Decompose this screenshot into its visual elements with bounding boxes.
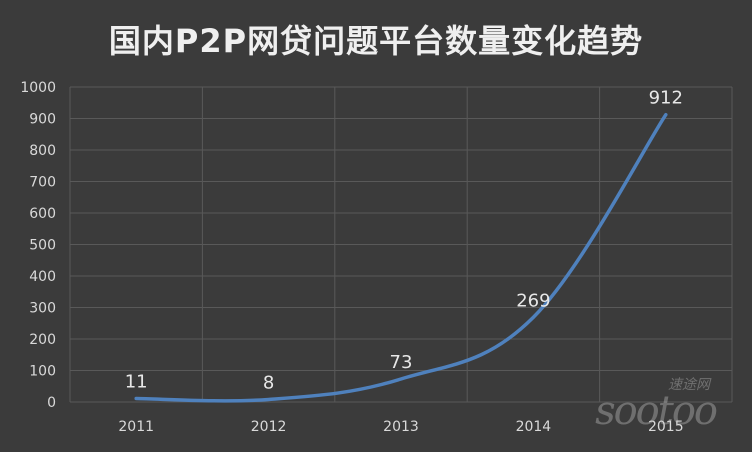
x-tick-label: 2015: [648, 419, 684, 435]
data-point: [267, 397, 271, 401]
label-layer: 11 8 73 269 912: [125, 88, 683, 394]
data-point: [134, 397, 138, 401]
y-tick-label: 1000: [20, 80, 56, 96]
y-tick-label: 0: [47, 395, 56, 411]
y-tick-label: 400: [29, 269, 56, 285]
data-label: 269: [516, 290, 550, 311]
y-tick-label: 600: [29, 206, 56, 222]
y-tick-label: 900: [29, 112, 56, 128]
series-line: [134, 112, 668, 403]
y-tick-label: 300: [29, 301, 56, 317]
data-label: 11: [125, 372, 148, 393]
x-tick-label: 2012: [251, 419, 287, 435]
data-point: [531, 315, 535, 319]
x-tick-label: 2013: [383, 419, 419, 435]
y-tick-label: 100: [29, 364, 56, 380]
series-layer: [134, 112, 668, 403]
y-tick-label: 700: [29, 175, 56, 191]
x-tick-label: 2014: [516, 419, 552, 435]
x-tick-label: 2011: [118, 419, 154, 435]
grid-layer: [69, 86, 733, 403]
data-label: 912: [649, 88, 683, 109]
axis-layer: 0 100 200 300 400 500 600 700 800 900 1000 2011 2012…: [20, 80, 683, 435]
y-tick-label: 800: [29, 143, 56, 159]
data-point: [664, 113, 668, 117]
y-tick-label: 500: [29, 238, 56, 254]
watermark-logo: 速途网 sootoo: [595, 377, 718, 434]
data-label: 73: [390, 352, 413, 373]
watermark-main: sootoo: [595, 388, 718, 434]
watermark-top: 速途网: [668, 377, 710, 393]
chart-title: 国内P2P网贷问题平台数量变化趋势: [108, 22, 644, 60]
data-point: [399, 377, 403, 381]
data-label: 8: [263, 372, 274, 393]
y-tick-label: 200: [29, 332, 56, 348]
